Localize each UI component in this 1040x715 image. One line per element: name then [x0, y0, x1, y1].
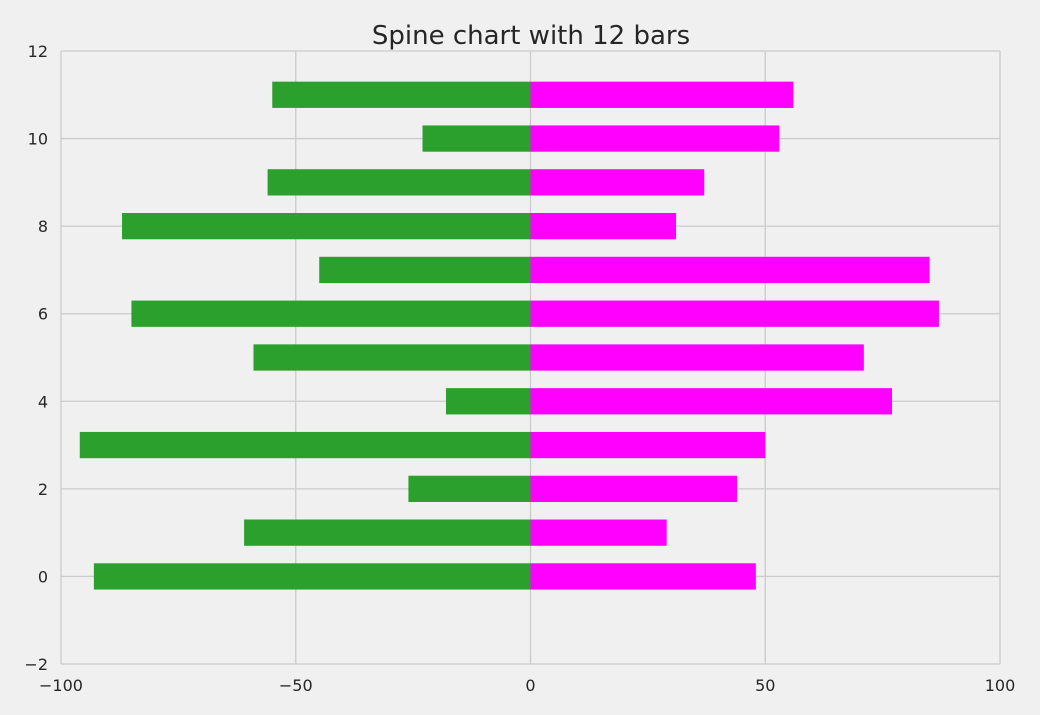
negative-bar: [408, 475, 531, 502]
y-axis-ticks: −2 0 2 4 6 8 10 12: [24, 42, 48, 674]
y-tick-label: 2: [38, 480, 48, 499]
positive-bar: [530, 475, 738, 502]
positive-bar: [530, 300, 939, 327]
y-tick-label: −2: [24, 655, 48, 674]
positive-bar: [530, 563, 756, 590]
y-tick-label: 8: [38, 217, 48, 236]
negative-bar: [272, 81, 531, 108]
y-tick-label: 4: [38, 392, 48, 411]
positive-bar: [530, 431, 766, 459]
x-tick-label: −50: [279, 676, 313, 695]
negative-bar: [122, 213, 531, 240]
negative-bar: [93, 563, 531, 590]
y-tick-label: 10: [28, 130, 48, 149]
positive-bar: [530, 169, 705, 196]
negative-bar: [445, 388, 531, 415]
x-tick-label: 50: [755, 676, 775, 695]
x-axis-ticks: −100 −50 0 50 100: [39, 676, 1015, 695]
positive-bar: [530, 388, 893, 415]
negative-bar: [422, 125, 531, 152]
bars: [79, 81, 939, 590]
positive-bar: [530, 344, 864, 371]
x-tick-label: −100: [39, 676, 83, 695]
chart-title: Spine chart with 12 bars: [372, 21, 690, 51]
negative-bar: [244, 519, 531, 546]
negative-bar: [79, 431, 531, 459]
y-tick-label: 0: [38, 567, 48, 586]
y-tick-label: 6: [38, 305, 48, 324]
positive-bar: [530, 519, 667, 546]
negative-bar: [319, 256, 531, 284]
positive-bar: [530, 81, 794, 108]
negative-bar: [131, 300, 531, 327]
y-tick-label: 12: [28, 42, 48, 61]
positive-bar: [530, 125, 780, 152]
x-tick-label: 0: [525, 676, 535, 695]
positive-bar: [530, 256, 930, 284]
negative-bar: [253, 344, 531, 371]
negative-bar: [267, 169, 531, 196]
x-tick-label: 100: [985, 676, 1016, 695]
positive-bar: [530, 213, 677, 240]
